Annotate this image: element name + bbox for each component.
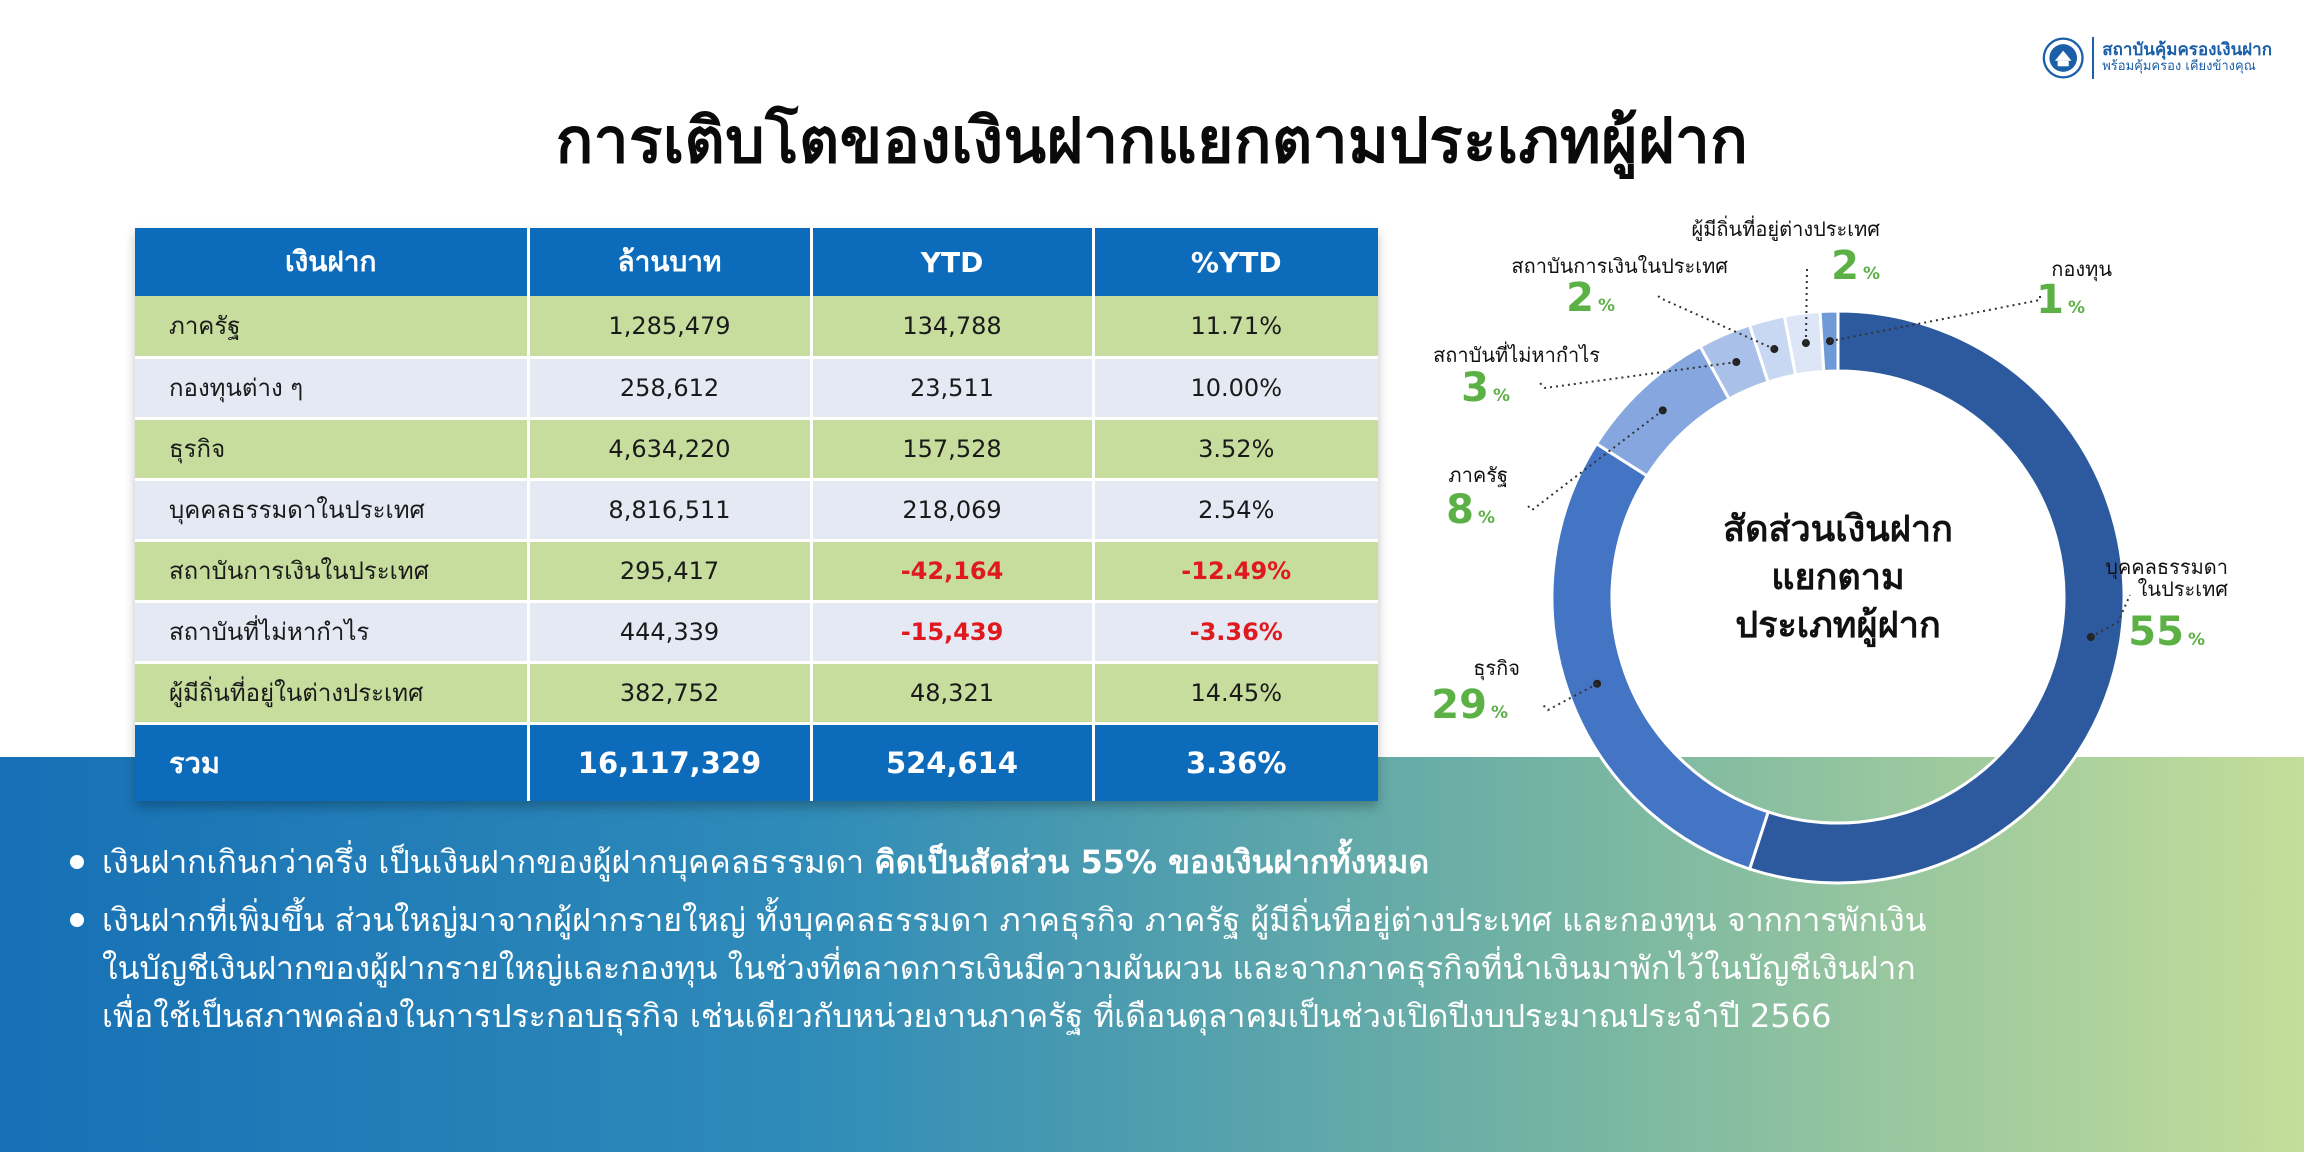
- row-name: สถาบันที่ไม่หากำไร: [135, 601, 530, 664]
- total-amount: 16,117,329: [528, 723, 813, 801]
- bullet-item: เงินฝากเกินกว่าครึ่ง เป็นเงินฝากของผู้ฝา…: [70, 838, 2250, 886]
- dpa-emblem-icon: [2042, 37, 2084, 79]
- summary-bullets: เงินฝากเกินกว่าครึ่ง เป็นเงินฝากของผู้ฝา…: [70, 838, 2250, 1050]
- leader-line: [2090, 594, 2131, 638]
- page-title: การเติบโตของเงินฝากแยกตามประเภทผู้ฝาก: [555, 104, 1749, 177]
- column-header-ytd: YTD: [811, 228, 1095, 296]
- logo-name: สถาบันคุ้มครองเงินฝาก: [2102, 39, 2272, 60]
- bullet-item: เงินฝากที่เพิ่มขึ้น ส่วนใหญ่มาจากผู้ฝากร…: [70, 896, 2250, 1040]
- row-name: กองทุนต่าง ๆ: [135, 357, 530, 420]
- leader-line: [1526, 409, 1664, 512]
- leader-line: [1804, 265, 1808, 344]
- donut-slice: [1782, 309, 1826, 377]
- leader-line: [1655, 292, 1775, 350]
- slice-category-label: ภาครัฐ: [1448, 463, 1508, 487]
- slice-category-label: บุคคลธรรมดา: [2105, 555, 2228, 580]
- row-name: ภาครัฐ: [135, 296, 530, 359]
- leader-dot: [1658, 406, 1667, 415]
- row-amount: 1,285,479: [528, 296, 813, 359]
- row-pct-ytd-negative: -3.36%: [1093, 601, 1378, 664]
- table-row: สถาบันที่ไม่หากำไร 444,339 -15,439 -3.36…: [135, 601, 1378, 664]
- row-ytd: 23,511: [811, 357, 1095, 420]
- row-pct-ytd: 2.54%: [1093, 479, 1378, 542]
- table-header-row: เงินฝาก ล้านบาท YTD %YTD: [135, 228, 1378, 296]
- table-row: สถาบันการเงินในประเทศ 295,417 -42,164 -1…: [135, 540, 1378, 603]
- bullet-dot: [70, 855, 84, 869]
- deposit-growth-table: เงินฝาก ล้านบาท YTD %YTD ภาครัฐ 1,285,47…: [135, 228, 1378, 801]
- slice-value-label: 8%: [1446, 487, 1495, 533]
- row-amount: 8,816,511: [528, 479, 813, 542]
- row-ytd-negative: -15,439: [811, 601, 1095, 664]
- donut-slice: [1818, 309, 1840, 374]
- column-header-million-baht: ล้านบาท: [528, 228, 813, 296]
- slice-value-label: 55%: [2128, 609, 2205, 655]
- column-header-pct-ytd: %YTD: [1093, 228, 1378, 296]
- row-pct-ytd: 11.71%: [1093, 296, 1378, 359]
- leader-dot: [1825, 337, 1834, 346]
- bullet-emphasis: คิดเป็นสัดส่วน 55% ของเงินฝากทั้งหมด: [874, 843, 1430, 881]
- slice-category-label: สถาบันการเงินในประเทศ: [1511, 254, 1728, 278]
- row-ytd: 157,528: [811, 418, 1095, 481]
- slice-category-label: ธุรกิจ: [1473, 656, 1520, 681]
- row-amount: 295,417: [528, 540, 813, 603]
- row-pct-ytd: 14.45%: [1093, 662, 1378, 725]
- bullet-line: เงินฝากที่เพิ่มขึ้น ส่วนใหญ่มาจากผู้ฝากร…: [102, 901, 1927, 939]
- row-name: ธุรกิจ: [135, 418, 530, 481]
- slice-value-label: 3%: [1461, 365, 1510, 411]
- table-row: ผู้มีถิ่นที่อยู่ในต่างประเทศ 382,752 48,…: [135, 662, 1378, 725]
- donut-center-title: สัดส่วนเงินฝาก: [1723, 509, 1953, 550]
- bullet-line: ในบัญชีเงินฝากของผู้ฝากรายใหญ่และกองทุน …: [102, 949, 1916, 987]
- column-header-deposit: เงินฝาก: [135, 228, 530, 296]
- leader-line: [1829, 295, 2041, 343]
- leader-dot: [2086, 633, 2095, 642]
- slice-category-label: ในประเทศ: [2138, 577, 2229, 601]
- leader-dot: [1732, 358, 1741, 367]
- total-ytd: 524,614: [811, 723, 1095, 801]
- bullet-dot: [70, 913, 84, 927]
- row-pct-ytd: 3.52%: [1093, 418, 1378, 481]
- donut-slice: [1698, 323, 1771, 401]
- row-amount: 4,634,220: [528, 418, 813, 481]
- slice-value-label: 2%: [1831, 243, 1880, 289]
- row-ytd: 218,069: [811, 479, 1095, 542]
- slice-category-label: ผู้มีถิ่นที่อยู่ต่างประเทศ: [1692, 215, 1881, 242]
- row-pct-ytd: 10.00%: [1093, 357, 1378, 420]
- row-pct-ytd-negative: -12.49%: [1093, 540, 1378, 603]
- slice-value-label: 29%: [1431, 682, 1508, 728]
- donut-slice: [1747, 314, 1798, 384]
- dpa-logo: สถาบันคุ้มครองเงินฝาก พร้อมคุ้มครอง เคีย…: [2042, 30, 2272, 86]
- row-amount: 382,752: [528, 662, 813, 725]
- leader-dot: [1801, 339, 1810, 348]
- donut-slice: [1594, 344, 1732, 478]
- row-name: บุคคลธรรมดาในประเทศ: [135, 479, 530, 542]
- bullet-text: เงินฝากเกินกว่าครึ่ง เป็นเงินฝากของผู้ฝา…: [102, 843, 875, 881]
- slice-category-label: สถาบันที่ไม่หากำไร: [1433, 341, 1600, 367]
- bullet-line: เพื่อใช้เป็นสภาพคล่องในการประกอบธุรกิจ เ…: [102, 997, 1832, 1035]
- leader-dot: [1593, 679, 1602, 688]
- leader-dot: [1770, 345, 1779, 354]
- leader-line: [1542, 682, 1598, 712]
- row-amount: 258,612: [528, 357, 813, 420]
- donut-center-title: แยกตาม: [1771, 557, 1904, 598]
- table-row: บุคคลธรรมดาในประเทศ 8,816,511 218,069 2.…: [135, 479, 1378, 542]
- table-total-row: รวม 16,117,329 524,614 3.36%: [135, 723, 1378, 801]
- table-row: ธุรกิจ 4,634,220 157,528 3.52%: [135, 418, 1378, 481]
- donut-center-title: ประเภทผู้ฝาก: [1735, 605, 1941, 648]
- leader-line: [1539, 361, 1737, 390]
- slice-category-label: กองทุน: [2051, 257, 2112, 282]
- row-ytd: 48,321: [811, 662, 1095, 725]
- row-amount: 444,339: [528, 601, 813, 664]
- row-name: สถาบันการเงินในประเทศ: [135, 540, 530, 603]
- row-name: ผู้มีถิ่นที่อยู่ในต่างประเทศ: [135, 662, 530, 725]
- row-ytd: 134,788: [811, 296, 1095, 359]
- logo-slogan: พร้อมคุ้มครอง เคียงข้างคุณ: [2102, 59, 2256, 75]
- table-row: กองทุนต่าง ๆ 258,612 23,511 10.00%: [135, 357, 1378, 420]
- total-pct-ytd: 3.36%: [1093, 723, 1378, 801]
- total-name: รวม: [135, 723, 530, 801]
- slice-value-label: 2%: [1566, 275, 1615, 321]
- table-row: ภาครัฐ 1,285,479 134,788 11.71%: [135, 296, 1378, 359]
- logo-divider: [2092, 37, 2095, 79]
- row-ytd-negative: -42,164: [811, 540, 1095, 603]
- slice-value-label: 1%: [2036, 277, 2085, 323]
